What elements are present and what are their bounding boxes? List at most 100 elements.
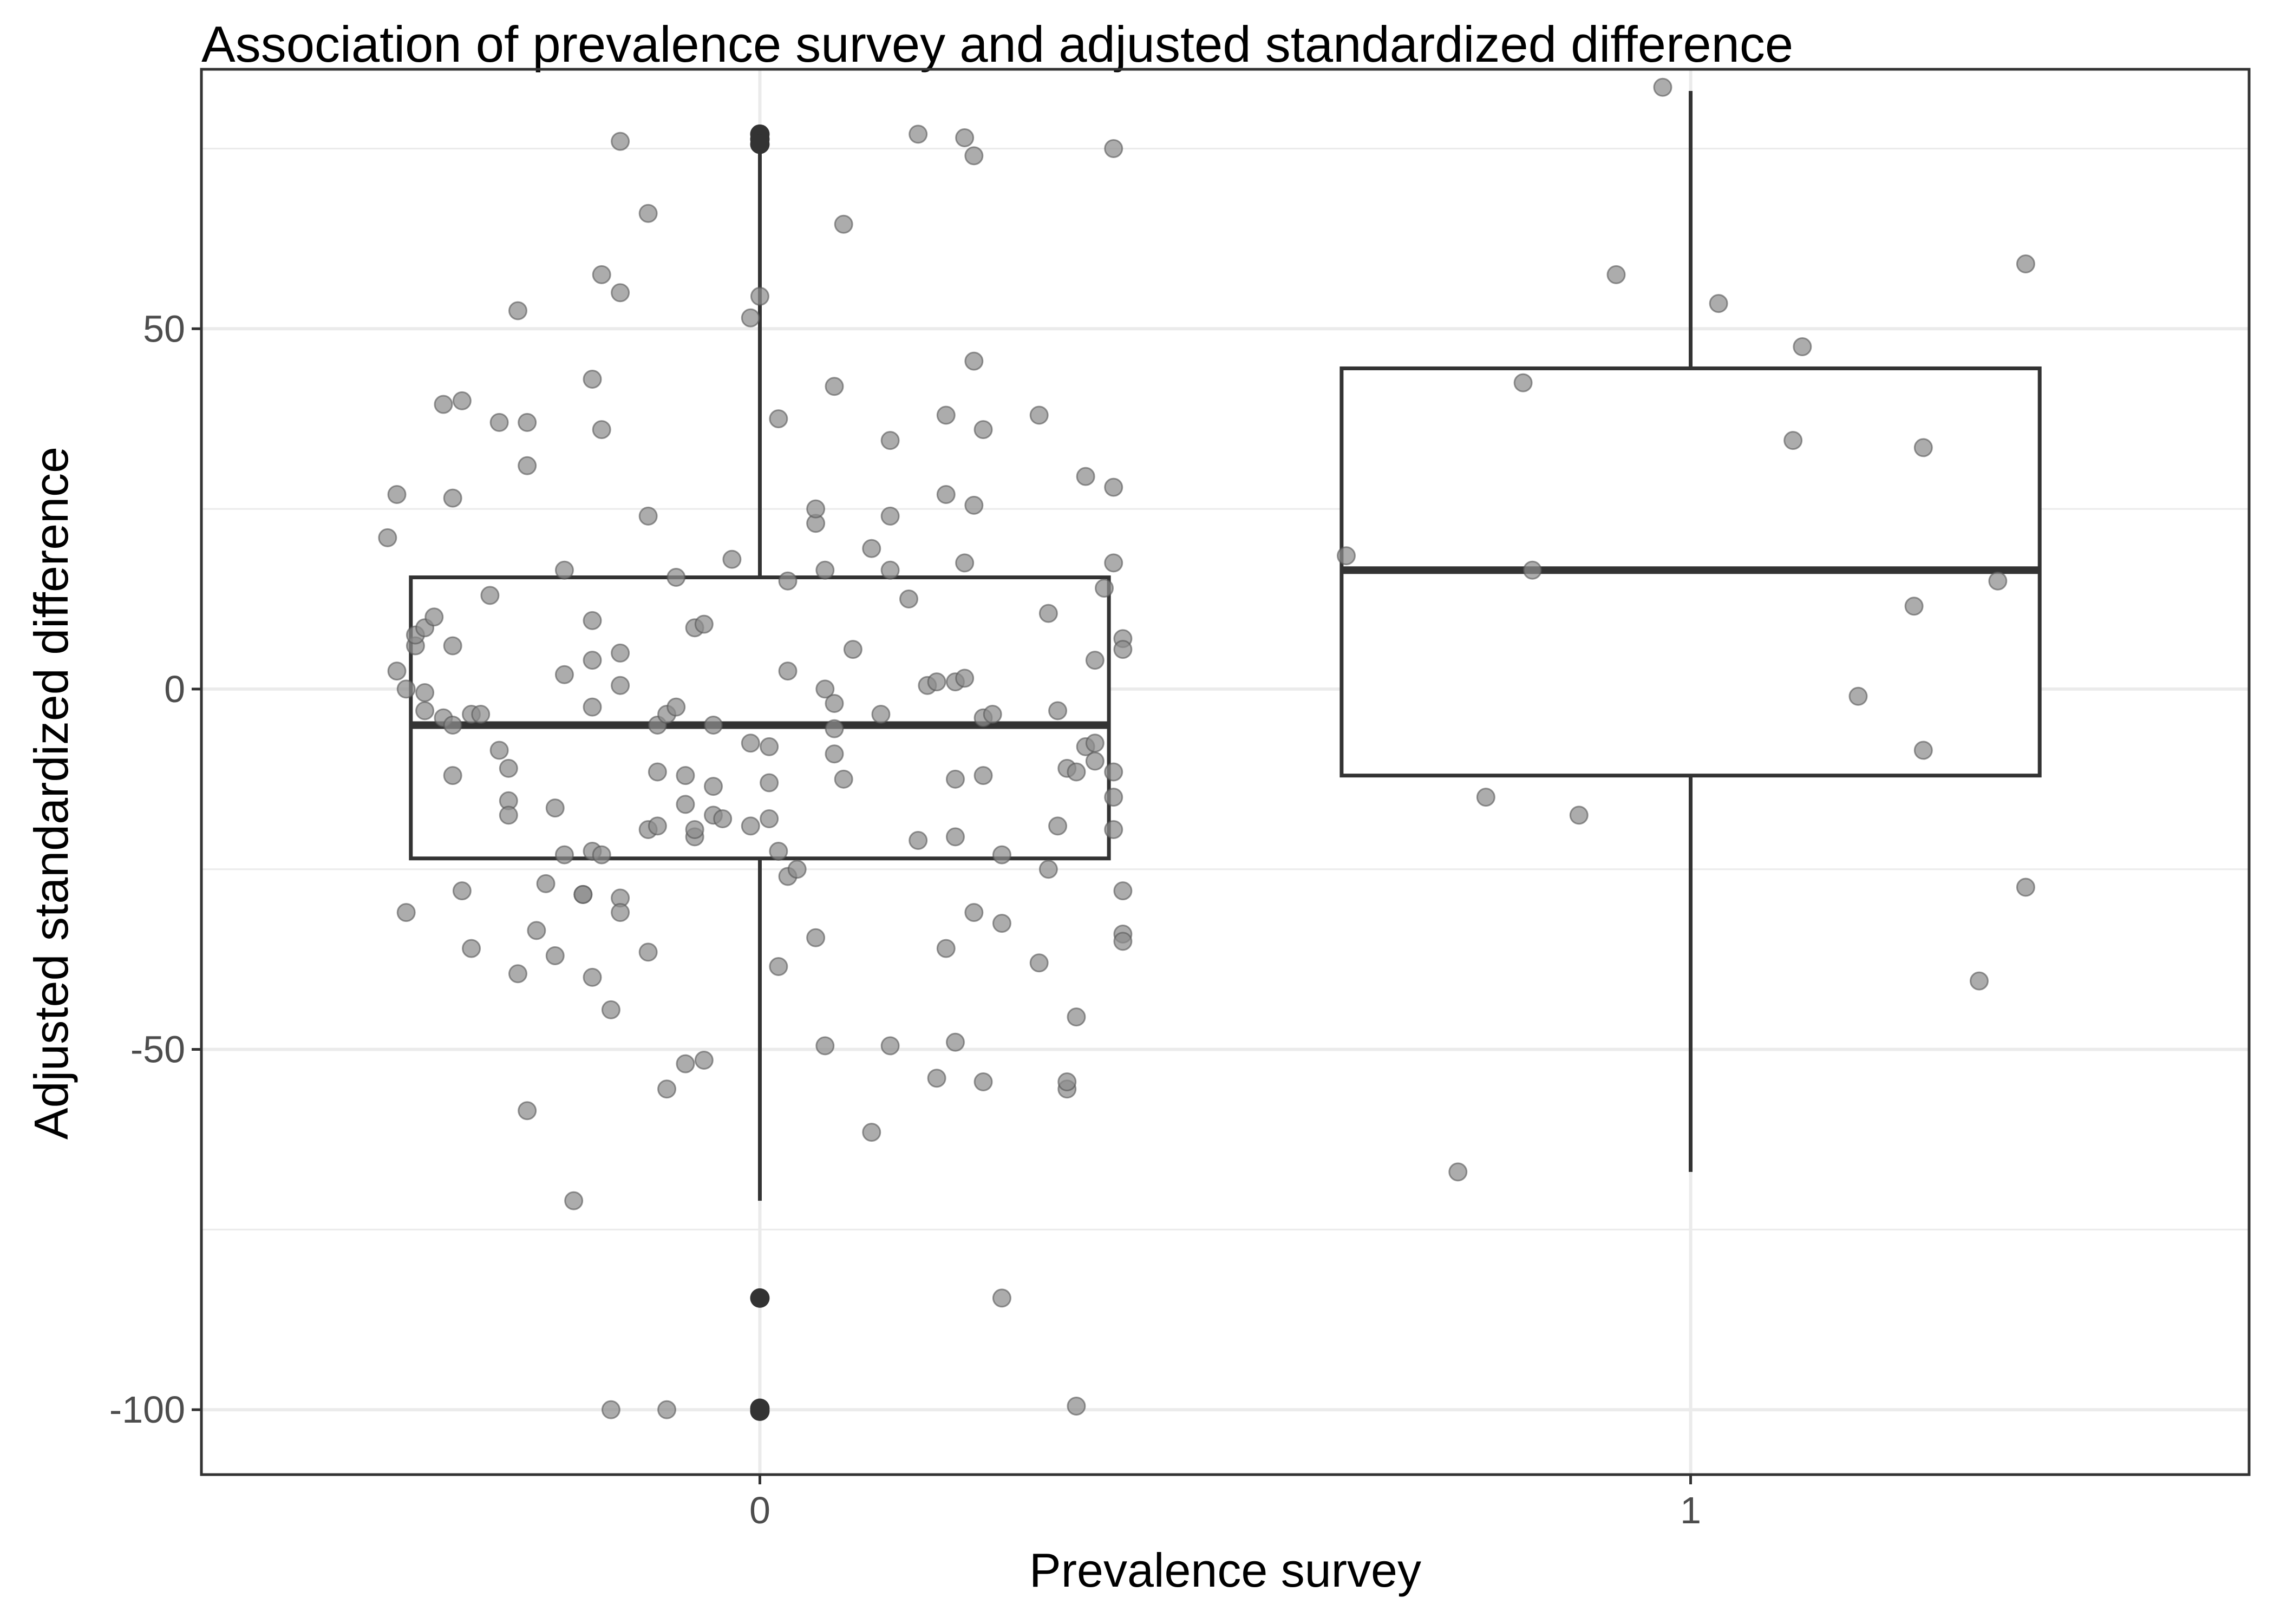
data-point (1904, 597, 1924, 616)
data-point (554, 845, 574, 865)
data-point (825, 377, 844, 396)
data-point (936, 939, 956, 958)
data-point (415, 683, 435, 703)
data-point (843, 640, 862, 659)
data-point (880, 1036, 900, 1056)
data-point (806, 499, 826, 519)
data-point (880, 506, 900, 526)
data-point (573, 885, 593, 904)
data-point (713, 809, 733, 829)
data-point (704, 777, 723, 796)
data-point (760, 809, 779, 829)
data-point (1104, 788, 1123, 807)
data-point (1522, 560, 1542, 580)
data-point (1848, 686, 1868, 706)
data-point (499, 806, 518, 825)
data-point (415, 701, 435, 721)
data-point (1988, 571, 2008, 591)
panel-border (200, 68, 2251, 1476)
data-point (741, 734, 760, 753)
data-point (1048, 816, 1068, 836)
data-point (508, 301, 527, 320)
data-point (983, 704, 1002, 724)
data-point (611, 132, 630, 151)
data-point (2016, 878, 2035, 897)
data-point (1783, 431, 1803, 450)
data-point (964, 903, 984, 922)
chart-title: Association of prevalence survey and adj… (201, 16, 1794, 73)
data-point (778, 662, 798, 681)
data-point (899, 589, 919, 608)
data-point (545, 946, 565, 965)
data-point (676, 766, 695, 785)
data-point (518, 412, 537, 432)
data-point (769, 409, 788, 429)
data-point (1085, 734, 1105, 753)
data-point (945, 827, 965, 847)
y-tick-label: 0 (164, 668, 185, 710)
data-point (927, 1069, 946, 1088)
data-point (964, 146, 984, 166)
data-point (536, 874, 556, 893)
data-point (862, 539, 881, 558)
data-point (518, 456, 537, 475)
data-point (769, 841, 788, 861)
data-point (1104, 820, 1123, 840)
data-point (601, 1400, 620, 1419)
y-tick-label: -100 (109, 1389, 185, 1431)
data-point (657, 1079, 677, 1099)
data-point (973, 1072, 993, 1091)
data-point (1913, 741, 1933, 760)
data-point (480, 586, 500, 605)
data-point (554, 560, 574, 580)
data-point (1113, 640, 1133, 659)
data-point (1038, 604, 1058, 623)
data-point (992, 914, 1011, 933)
data-point (1569, 806, 1589, 825)
data-point (815, 560, 835, 580)
data-point (871, 704, 891, 724)
data-point (676, 795, 695, 814)
data-point (396, 903, 416, 922)
data-point (443, 715, 462, 735)
data-point (694, 614, 714, 634)
data-point (769, 957, 788, 976)
data-point (880, 431, 900, 450)
data-point (499, 758, 518, 778)
x-tick-label: 1 (1680, 1489, 1701, 1531)
data-point (471, 704, 491, 724)
data-point (554, 665, 574, 684)
data-point (396, 679, 416, 699)
data-point (611, 676, 630, 695)
data-point (638, 204, 658, 223)
data-point (592, 420, 611, 440)
data-point (1448, 1162, 1468, 1182)
data-point (815, 679, 835, 699)
data-point (601, 1000, 620, 1019)
data-point (583, 697, 602, 717)
data-point (936, 484, 956, 504)
data-point (1513, 373, 1533, 392)
data-point (583, 967, 602, 987)
data-point (945, 769, 965, 789)
data-point (815, 1036, 835, 1056)
data-point (1113, 932, 1133, 951)
data-point (927, 672, 946, 692)
data-point (666, 697, 686, 717)
data-point (1104, 477, 1123, 497)
data-point (1793, 337, 1812, 357)
data-point (1085, 651, 1105, 670)
data-point (955, 553, 975, 573)
data-point (1048, 701, 1068, 721)
data-point (443, 636, 462, 656)
data-point (909, 125, 928, 144)
data-point (527, 921, 546, 940)
data-point (704, 715, 723, 735)
data-point (1104, 762, 1123, 782)
data-point (648, 816, 667, 836)
data-point (741, 308, 760, 328)
data-point (592, 845, 611, 865)
data-point (964, 495, 984, 515)
